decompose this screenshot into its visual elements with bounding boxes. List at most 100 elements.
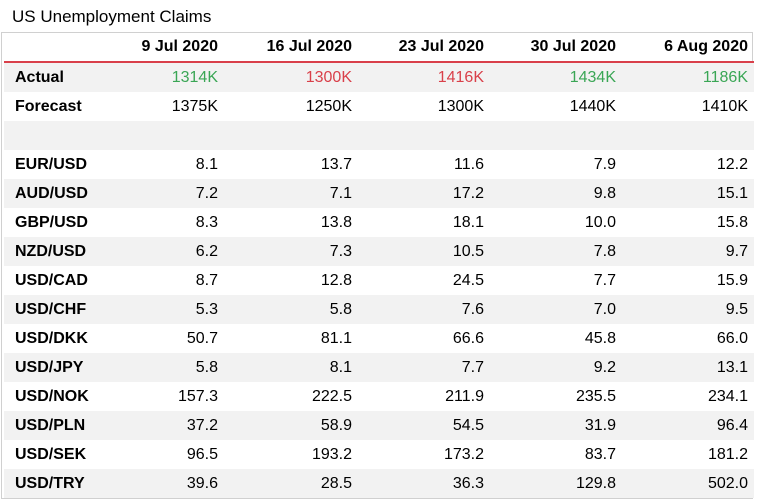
column-header: 30 Jul 2020 (490, 33, 622, 63)
claims-table: 9 Jul 2020 16 Jul 2020 23 Jul 2020 30 Ju… (4, 33, 754, 498)
pair-value: 7.8 (490, 237, 622, 266)
pair-value: 12.2 (622, 150, 754, 179)
table-row: USD/TRY 39.6 28.5 36.3 129.8 502.0 (4, 469, 754, 498)
pair-value: 7.7 (490, 266, 622, 295)
pair-value: 6.2 (105, 237, 224, 266)
pair-value: 13.7 (224, 150, 358, 179)
pair-value: 10.5 (358, 237, 490, 266)
table-row: USD/NOK 157.3 222.5 211.9 235.5 234.1 (4, 382, 754, 411)
row-label: Forecast (4, 92, 105, 121)
table-row: GBP/USD 8.3 13.8 18.1 10.0 15.8 (4, 208, 754, 237)
pair-value: 66.0 (622, 324, 754, 353)
row-label: NZD/USD (4, 237, 105, 266)
spacer-cell (4, 121, 754, 150)
pair-value: 10.0 (490, 208, 622, 237)
header-corner (4, 33, 105, 63)
pair-value: 13.8 (224, 208, 358, 237)
pair-value: 15.8 (622, 208, 754, 237)
pair-value: 13.1 (622, 353, 754, 382)
actual-value: 1314K (105, 62, 224, 92)
forecast-value: 1440K (490, 92, 622, 121)
row-label: USD/NOK (4, 382, 105, 411)
forecast-value: 1300K (358, 92, 490, 121)
pair-value: 8.7 (105, 266, 224, 295)
pair-value: 7.0 (490, 295, 622, 324)
pair-value: 181.2 (622, 440, 754, 469)
pair-value: 173.2 (358, 440, 490, 469)
pair-value: 7.9 (490, 150, 622, 179)
column-header: 9 Jul 2020 (105, 33, 224, 63)
pair-value: 50.7 (105, 324, 224, 353)
spacer-row (4, 121, 754, 150)
pair-value: 5.3 (105, 295, 224, 324)
pair-value: 54.5 (358, 411, 490, 440)
pair-value: 129.8 (490, 469, 622, 498)
pair-value: 7.3 (224, 237, 358, 266)
actual-value: 1186K (622, 62, 754, 92)
pair-value: 157.3 (105, 382, 224, 411)
table-title: US Unemployment Claims (0, 0, 758, 32)
pair-value: 96.5 (105, 440, 224, 469)
pair-value: 45.8 (490, 324, 622, 353)
forecast-value: 1250K (224, 92, 358, 121)
pair-value: 9.2 (490, 353, 622, 382)
table-row: USD/DKK 50.7 81.1 66.6 45.8 66.0 (4, 324, 754, 353)
forecast-row: Forecast 1375K 1250K 1300K 1440K 1410K (4, 92, 754, 121)
pair-value: 8.1 (105, 150, 224, 179)
pair-value: 9.8 (490, 179, 622, 208)
pair-value: 58.9 (224, 411, 358, 440)
actual-value: 1300K (224, 62, 358, 92)
table-row: USD/CAD 8.7 12.8 24.5 7.7 15.9 (4, 266, 754, 295)
pair-value: 7.1 (224, 179, 358, 208)
forecast-value: 1410K (622, 92, 754, 121)
pair-value: 15.1 (622, 179, 754, 208)
pair-value: 24.5 (358, 266, 490, 295)
pair-value: 7.2 (105, 179, 224, 208)
pair-value: 211.9 (358, 382, 490, 411)
claims-table-frame: 9 Jul 2020 16 Jul 2020 23 Jul 2020 30 Ju… (1, 32, 754, 499)
column-header: 23 Jul 2020 (358, 33, 490, 63)
pair-value: 81.1 (224, 324, 358, 353)
row-label: USD/CHF (4, 295, 105, 324)
table-row: EUR/USD 8.1 13.7 11.6 7.9 12.2 (4, 150, 754, 179)
pair-value: 502.0 (622, 469, 754, 498)
pair-value: 15.9 (622, 266, 754, 295)
pair-value: 235.5 (490, 382, 622, 411)
row-label: USD/SEK (4, 440, 105, 469)
table-row: USD/CHF 5.3 5.8 7.6 7.0 9.5 (4, 295, 754, 324)
row-label: GBP/USD (4, 208, 105, 237)
pair-value: 222.5 (224, 382, 358, 411)
pair-value: 28.5 (224, 469, 358, 498)
pair-value: 5.8 (105, 353, 224, 382)
pair-value: 12.8 (224, 266, 358, 295)
pair-value: 5.8 (224, 295, 358, 324)
actual-value: 1416K (358, 62, 490, 92)
row-label: USD/JPY (4, 353, 105, 382)
row-label: USD/PLN (4, 411, 105, 440)
pair-value: 193.2 (224, 440, 358, 469)
pair-value: 11.6 (358, 150, 490, 179)
pair-value: 9.7 (622, 237, 754, 266)
table-row: USD/PLN 37.2 58.9 54.5 31.9 96.4 (4, 411, 754, 440)
pair-value: 7.6 (358, 295, 490, 324)
row-label: USD/DKK (4, 324, 105, 353)
column-header: 16 Jul 2020 (224, 33, 358, 63)
row-label: USD/TRY (4, 469, 105, 498)
pair-value: 39.6 (105, 469, 224, 498)
header-row: 9 Jul 2020 16 Jul 2020 23 Jul 2020 30 Ju… (4, 33, 754, 63)
forecast-value: 1375K (105, 92, 224, 121)
pair-value: 8.1 (224, 353, 358, 382)
pair-value: 83.7 (490, 440, 622, 469)
table-row: USD/JPY 5.8 8.1 7.7 9.2 13.1 (4, 353, 754, 382)
pair-value: 8.3 (105, 208, 224, 237)
table-row: NZD/USD 6.2 7.3 10.5 7.8 9.7 (4, 237, 754, 266)
table-row: AUD/USD 7.2 7.1 17.2 9.8 15.1 (4, 179, 754, 208)
table-row: USD/SEK 96.5 193.2 173.2 83.7 181.2 (4, 440, 754, 469)
actual-value: 1434K (490, 62, 622, 92)
actual-row: Actual 1314K 1300K 1416K 1434K 1186K (4, 62, 754, 92)
row-label: USD/CAD (4, 266, 105, 295)
pair-value: 17.2 (358, 179, 490, 208)
pair-value: 66.6 (358, 324, 490, 353)
row-label: Actual (4, 62, 105, 92)
pair-value: 234.1 (622, 382, 754, 411)
